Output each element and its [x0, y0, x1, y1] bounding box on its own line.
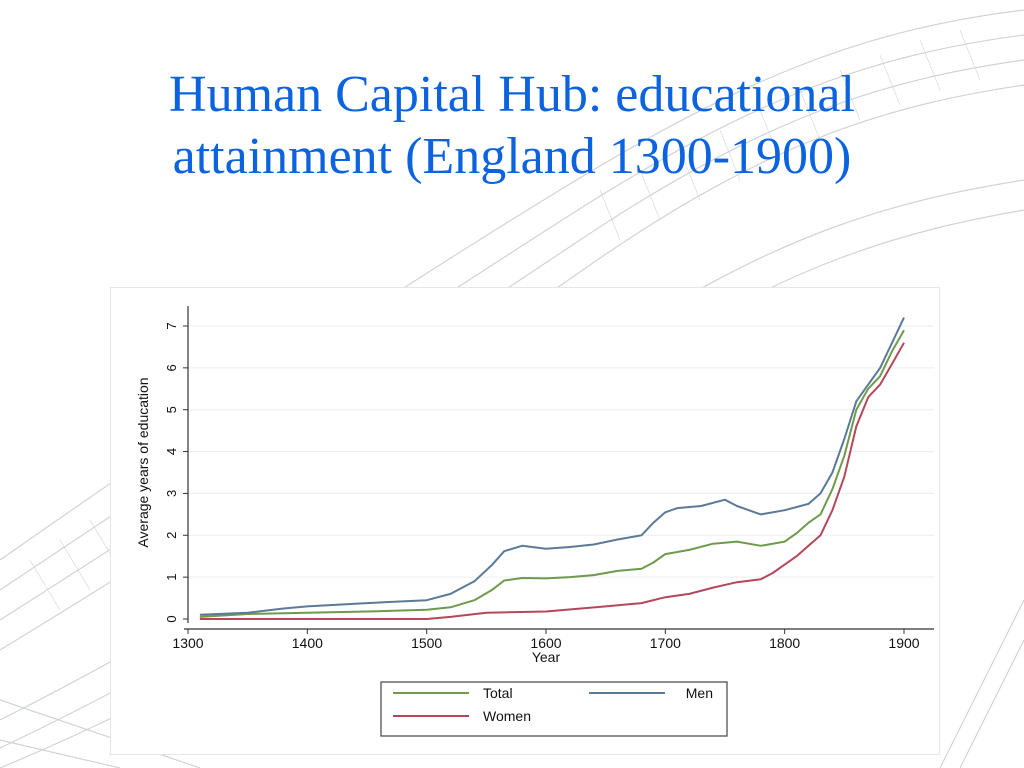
legend-box	[380, 681, 728, 737]
y-tick-label-7: 7	[164, 322, 179, 329]
slide-title-line2: attainment (England 1300-1900)	[172, 128, 852, 185]
slide-title: Human Capital Hub: educational attainmen…	[40, 64, 984, 188]
y-tick-label-2: 2	[164, 532, 179, 539]
legend-label-total: Total	[483, 685, 513, 701]
x-tick-label-1600: 1600	[530, 635, 561, 651]
x-axis-title: Year	[532, 649, 561, 665]
y-tick-label-3: 3	[164, 490, 179, 497]
chart-panel: 0 1 2 3 4 5 6 7 1300 1400 1500 1600 1700 1800 1900 Year…	[110, 287, 940, 755]
y-axis-title: Average years of education	[135, 377, 151, 547]
series-line-total	[199, 329, 905, 618]
series-line-women	[199, 342, 905, 620]
y-tick-label-0: 0	[164, 615, 179, 622]
y-tick-label-4: 4	[164, 448, 179, 455]
x-tick-label-1800: 1800	[769, 635, 800, 651]
y-tick-label-5: 5	[164, 406, 179, 413]
slide-title-line1: Human Capital Hub: educational	[169, 66, 855, 123]
education-line-chart: 0 1 2 3 4 5 6 7 1300 1400 1500 1600 1700 1800 1900 Year…	[135, 306, 934, 737]
x-tick-label-1700: 1700	[650, 635, 681, 651]
x-tick-label-1900: 1900	[888, 635, 919, 651]
legend-label-men: Men	[686, 685, 713, 701]
legend-label-women: Women	[483, 708, 531, 724]
y-tick-label-1: 1	[164, 574, 179, 581]
x-tick-label-1500: 1500	[411, 635, 442, 651]
x-tick-label-1400: 1400	[292, 635, 323, 651]
series-line-men	[199, 317, 905, 616]
y-tick-label-6: 6	[164, 364, 179, 371]
x-tick-label-1300: 1300	[172, 635, 203, 651]
